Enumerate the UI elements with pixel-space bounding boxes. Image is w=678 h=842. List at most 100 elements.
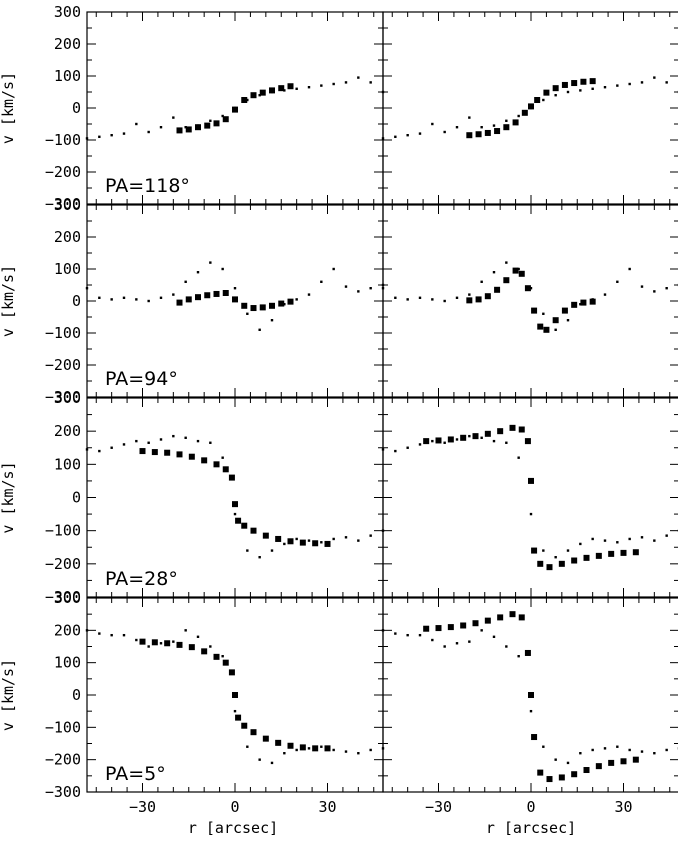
model-point: [518, 270, 525, 277]
model-point: [241, 722, 248, 729]
model-point: [497, 614, 504, 621]
observed-point: [320, 84, 323, 87]
model-point: [552, 317, 559, 324]
observed-point: [394, 135, 397, 138]
observed-point: [344, 81, 348, 84]
observed-point: [653, 76, 656, 79]
observed-point: [542, 549, 545, 552]
observed-point: [209, 441, 212, 444]
observed-point: [579, 542, 582, 546]
observed-point: [85, 448, 89, 451]
model-point: [241, 522, 248, 529]
model-point: [561, 81, 568, 88]
observed-point: [172, 293, 175, 296]
observed-point: [529, 709, 533, 713]
observed-point: [517, 267, 520, 271]
model-point: [250, 305, 257, 312]
observed-point: [603, 539, 607, 542]
model-point: [312, 745, 319, 752]
model-point: [435, 437, 442, 444]
observed-point: [381, 137, 385, 140]
model-point: [241, 302, 248, 309]
observed-point: [406, 134, 409, 137]
observed-point: [554, 758, 557, 761]
model-point: [494, 128, 501, 135]
observed-point: [443, 299, 446, 303]
panel-frame: [382, 204, 678, 398]
model-point: [503, 124, 510, 131]
observed-point: [332, 748, 335, 752]
observed-point: [122, 633, 126, 637]
x-tick-label: 30: [318, 798, 336, 816]
observed-point: [98, 632, 101, 635]
observed-point: [122, 132, 126, 135]
observed-point: [270, 761, 274, 765]
model-point: [537, 560, 544, 567]
model-point: [195, 294, 201, 301]
observed-point: [566, 319, 570, 322]
observed-point: [369, 81, 372, 84]
observed-point: [196, 271, 200, 274]
observed-point: [640, 536, 644, 539]
observed-point: [122, 296, 126, 299]
model-point: [543, 89, 550, 96]
y-tick-label: −100: [45, 131, 81, 149]
observed-point: [369, 287, 372, 290]
observed-point: [542, 312, 545, 315]
y-tick-label: 200: [54, 35, 81, 53]
observed-point: [418, 443, 422, 446]
model-point: [275, 739, 282, 746]
observed-point: [357, 290, 360, 293]
y-tick-label: 100: [54, 67, 81, 85]
model-point: [235, 714, 242, 721]
observed-point: [369, 534, 372, 537]
y-tick-label: 200: [54, 228, 81, 246]
observed-point: [640, 285, 644, 288]
observed-point: [307, 539, 311, 542]
observed-point: [591, 87, 594, 90]
observed-point: [542, 98, 545, 102]
observed-point: [566, 90, 570, 94]
observed-point: [147, 441, 150, 444]
observed-point: [221, 114, 224, 118]
observed-point: [184, 126, 187, 129]
observed-point: [270, 549, 274, 552]
model-point: [259, 304, 266, 311]
observed-point: [431, 638, 434, 642]
observed-point: [468, 116, 471, 119]
observed-point: [443, 645, 446, 648]
model-point: [213, 461, 220, 468]
observed-point: [85, 287, 89, 290]
series-observed: [85, 629, 385, 765]
model-point: [589, 78, 596, 85]
model-point: [228, 669, 235, 676]
model-point: [518, 426, 525, 433]
observed-point: [209, 119, 212, 122]
observed-point: [529, 512, 533, 516]
y-tick-label: 200: [54, 621, 81, 639]
observed-point: [468, 434, 471, 438]
observed-point: [98, 135, 101, 138]
model-point: [228, 474, 235, 481]
model-point: [222, 116, 229, 123]
observed-point: [480, 436, 483, 439]
observed-point: [455, 296, 459, 299]
model-point: [262, 735, 269, 742]
observed-point: [517, 456, 520, 459]
series-observed: [85, 434, 385, 559]
y-tick-label: 0: [72, 99, 81, 117]
model-point: [497, 428, 504, 435]
y-tick-label: −300: [45, 783, 81, 801]
model-point: [213, 120, 220, 127]
model-point: [250, 729, 257, 736]
model-point: [139, 448, 146, 455]
observed-point: [320, 745, 323, 748]
observed-point: [579, 89, 582, 92]
observed-point: [566, 761, 570, 765]
model-point: [235, 517, 242, 524]
model-point: [534, 97, 541, 103]
observed-point: [159, 296, 163, 299]
model-point: [484, 129, 491, 136]
observed-point: [233, 287, 237, 290]
observed-point: [357, 539, 360, 542]
